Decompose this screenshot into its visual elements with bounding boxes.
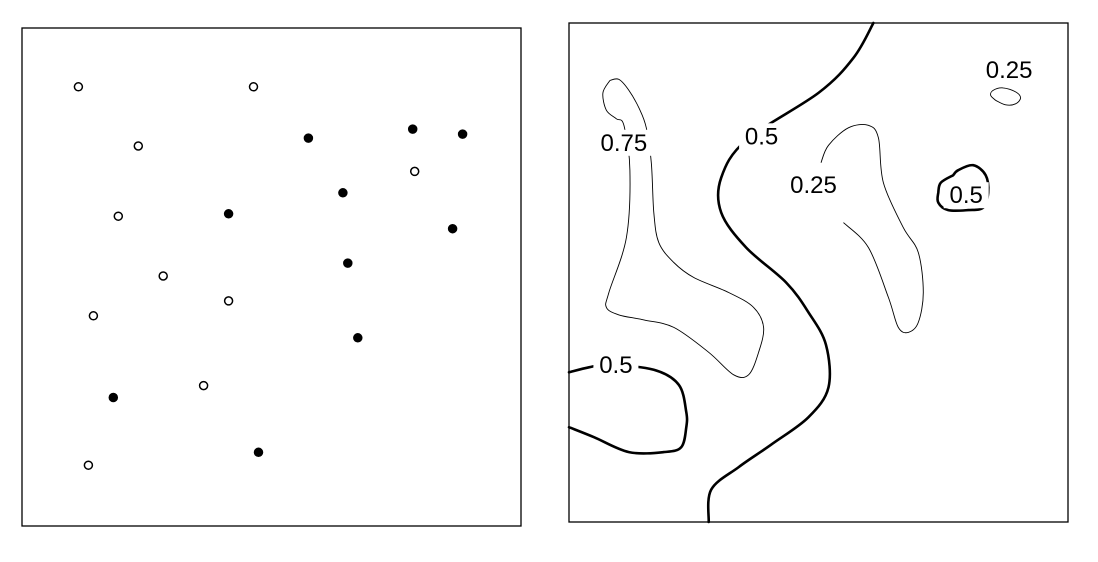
scatter-points [73,82,468,470]
filled-point-3 [338,188,348,198]
open-point-2 [133,141,144,151]
open-point-3 [409,166,420,177]
contour-label-bg-4 [943,182,989,209]
contour-plot-frame [568,22,1069,523]
contour-label-bg-0 [594,129,653,156]
contour-labels: 0.75 0.5 0.25 0.25 0.5 0.5 [593,56,1039,379]
open-point-5 [158,271,168,281]
contour-label-bg-2 [784,172,843,199]
contour-label-bg-5 [593,351,639,378]
contour-label-4: 0.5 [950,182,983,209]
open-point-4 [113,211,124,221]
filled-point-1 [407,124,418,134]
filled-point-0 [303,133,314,143]
contour-panel: 0.75 0.5 0.25 0.25 0.5 0.5 [567,21,1069,524]
filled-point-7 [353,333,363,343]
filled-point-9 [253,447,264,458]
contour-label-bg-1 [739,123,785,150]
open-point-6 [223,296,234,306]
contour-label-5: 0.5 [599,352,632,379]
contour-lines [567,21,1022,524]
contour-line-0-5-3 [936,163,990,213]
contour-label-1: 0.5 [745,123,778,150]
contour-line-0-5-1 [706,21,875,524]
scatter-plot-frame [21,27,522,527]
open-point-0 [73,82,84,92]
contour-line-0-25-5 [990,87,1022,106]
filled-point-4 [223,209,234,219]
contour-label-bg-3 [980,56,1039,83]
open-point-1 [248,82,259,92]
filled-point-2 [457,129,468,139]
contour-line-0-25-4 [820,124,924,334]
open-point-7 [88,311,99,321]
filled-point-8 [108,392,119,403]
contour-label-3: 0.25 [986,57,1033,84]
filled-point-6 [343,258,353,268]
open-point-8 [198,380,209,391]
scatter-panel [21,27,522,527]
contour-label-2: 0.25 [790,172,837,199]
filled-point-5 [447,223,458,234]
open-point-9 [83,460,94,470]
contour-label-0: 0.75 [601,130,648,157]
